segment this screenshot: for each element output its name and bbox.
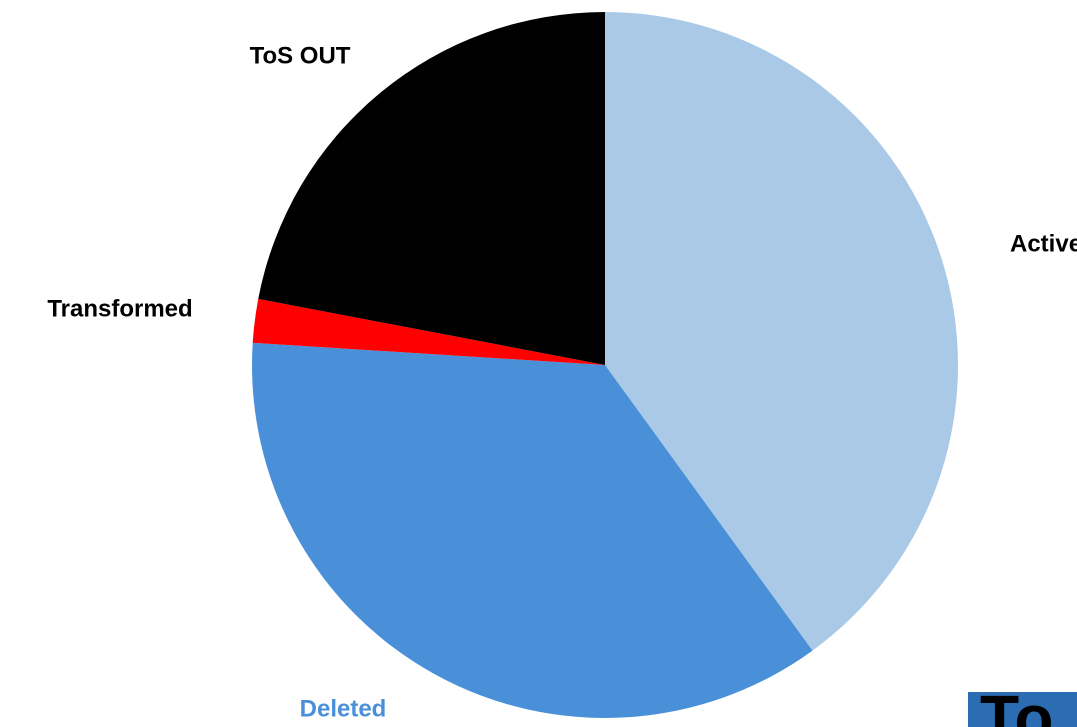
- corner-box: To: [968, 692, 1077, 727]
- pie-slice: [252, 298, 605, 365]
- slice-label: Deleted: [300, 695, 387, 722]
- pie-slice: [605, 12, 959, 651]
- pie-slice: [252, 342, 813, 718]
- corner-text: To: [980, 692, 1053, 727]
- slice-label: Active: [1010, 230, 1077, 257]
- slice-label: Transformed: [47, 295, 192, 322]
- pie-slice: [258, 12, 605, 365]
- slice-label: ToS OUT: [250, 42, 351, 69]
